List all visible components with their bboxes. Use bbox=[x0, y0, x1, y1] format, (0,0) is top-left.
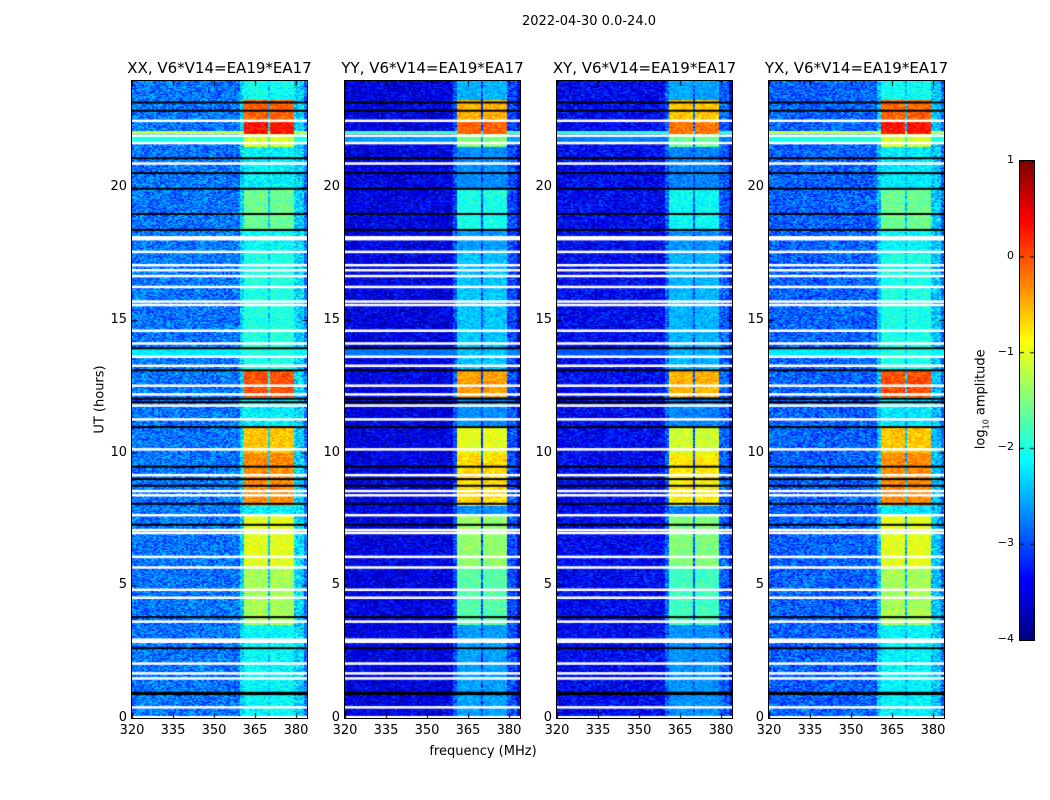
y-tick-label: 20 bbox=[323, 179, 340, 195]
x-tick-label: 350 bbox=[414, 723, 440, 738]
colorbar bbox=[1019, 160, 1035, 641]
y-tick-label: 20 bbox=[110, 179, 127, 195]
y-tick-label: 15 bbox=[110, 311, 127, 327]
x-tick-label: 320 bbox=[332, 723, 358, 738]
colorbar-tick-label: 1 bbox=[1007, 153, 1014, 166]
x-tick-label: 350 bbox=[626, 723, 652, 738]
x-tick-label: 320 bbox=[119, 723, 145, 738]
y-tick-label: 5 bbox=[543, 577, 552, 593]
x-tick-label: 365 bbox=[879, 723, 905, 738]
x-tick-label: 365 bbox=[667, 723, 693, 738]
figure-title: 2022-04-30 0.0-24.0 bbox=[522, 14, 656, 29]
y-tick-label: 20 bbox=[535, 179, 552, 195]
y-tick-label: 15 bbox=[535, 311, 552, 327]
x-tick-label: 320 bbox=[756, 723, 782, 738]
colorbar-tick-label: −2 bbox=[997, 440, 1014, 454]
x-tick-label: 350 bbox=[201, 723, 227, 738]
heatmap-panel bbox=[768, 80, 945, 719]
heatmap-panel bbox=[131, 80, 308, 719]
panel-title: YX, V6*V14=EA19*EA17 bbox=[764, 59, 949, 77]
x-tick-label: 380 bbox=[708, 723, 734, 738]
x-tick-label: 335 bbox=[797, 723, 823, 738]
x-tick-label: 335 bbox=[160, 723, 186, 738]
x-tick-label: 380 bbox=[496, 723, 522, 738]
y-tick-label: 10 bbox=[110, 444, 127, 460]
x-axis-label: frequency (MHz) bbox=[429, 744, 537, 759]
y-tick-label: 15 bbox=[323, 311, 340, 327]
x-tick-label: 350 bbox=[838, 723, 864, 738]
y-tick-label: 20 bbox=[747, 179, 764, 195]
colorbar-tick-label: −3 bbox=[997, 536, 1014, 550]
x-tick-label: 320 bbox=[544, 723, 570, 738]
y-tick-label: 10 bbox=[323, 444, 340, 460]
y-tick-label: 10 bbox=[535, 444, 552, 460]
heatmap-image bbox=[132, 81, 307, 718]
x-tick-label: 335 bbox=[373, 723, 399, 738]
colorbar-tick-label: −1 bbox=[997, 344, 1014, 358]
y-tick-label: 0 bbox=[543, 710, 552, 725]
colorbar-label: log10 amplitude bbox=[973, 349, 991, 450]
y-tick-label: 0 bbox=[331, 710, 340, 725]
heatmap-image bbox=[557, 81, 732, 718]
y-tick-label: 5 bbox=[755, 577, 764, 593]
panel-title: YY, V6*V14=EA19*EA17 bbox=[341, 59, 524, 77]
x-tick-label: 380 bbox=[920, 723, 946, 738]
x-tick-label: 365 bbox=[242, 723, 268, 738]
y-tick-label: 5 bbox=[118, 577, 127, 593]
panel-title: XY, V6*V14=EA19*EA17 bbox=[552, 59, 737, 77]
y-tick-label: 0 bbox=[755, 710, 764, 725]
colorbar-tick-label: −4 bbox=[997, 632, 1014, 645]
heatmap-panel bbox=[556, 80, 733, 719]
panel-title: XX, V6*V14=EA19*EA17 bbox=[127, 59, 312, 77]
heatmap-image bbox=[769, 81, 944, 718]
y-tick-label: 10 bbox=[747, 444, 764, 460]
heatmap-panel bbox=[344, 80, 521, 719]
y-tick-label: 15 bbox=[747, 311, 764, 327]
x-tick-label: 365 bbox=[455, 723, 481, 738]
y-tick-label: 0 bbox=[118, 710, 127, 725]
y-tick-label: 5 bbox=[331, 577, 340, 593]
y-axis-label: UT (hours) bbox=[92, 365, 108, 434]
colorbar-tick-label: 0 bbox=[1007, 248, 1014, 262]
x-tick-label: 380 bbox=[283, 723, 309, 738]
x-tick-label: 335 bbox=[585, 723, 611, 738]
heatmap-image bbox=[345, 81, 520, 718]
